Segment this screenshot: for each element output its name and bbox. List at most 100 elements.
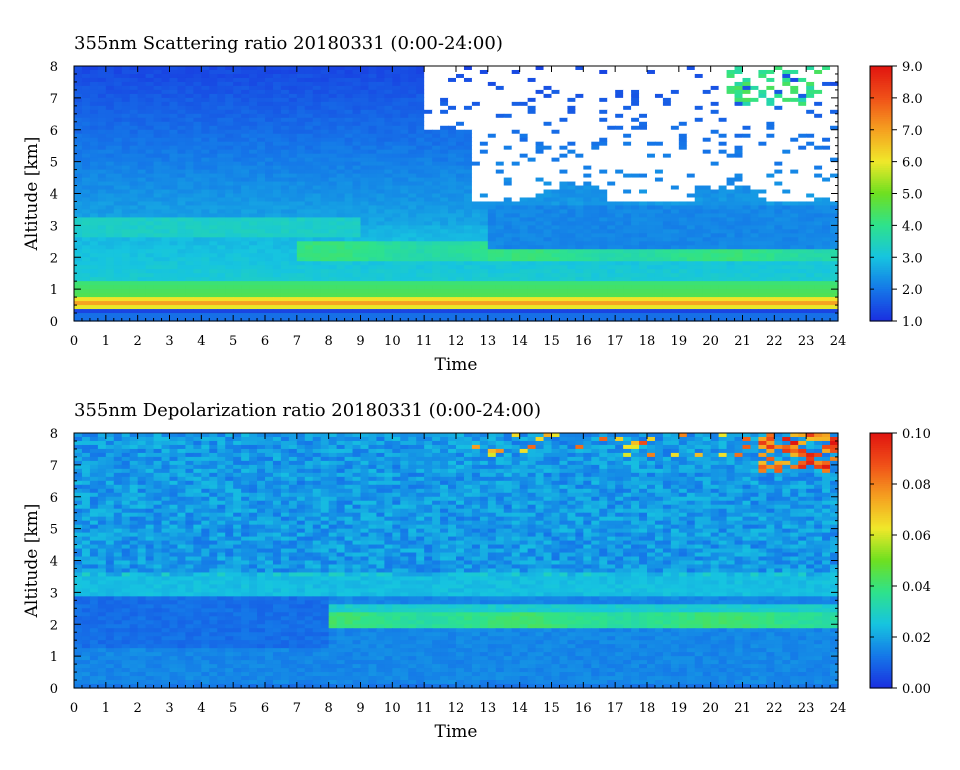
heatmap-cell: [272, 161, 282, 167]
heatmap-cell: [479, 201, 489, 207]
heatmap-cell: [225, 153, 234, 159]
heatmap-cell: [814, 145, 823, 151]
heatmap-cell: [328, 137, 338, 143]
heatmap-cell: [734, 133, 744, 139]
heatmap-cell: [105, 93, 115, 99]
heatmap-cell: [806, 109, 815, 115]
heatmap-cell: [694, 125, 704, 131]
heatmap-cell: [336, 177, 346, 183]
heatmap-cell: [288, 165, 298, 171]
heatmap-cell: [702, 189, 712, 195]
heatmap-cell: [280, 249, 290, 254]
heatmap-cell: [312, 245, 322, 250]
heatmap-cell: [193, 149, 202, 155]
heatmap-cell: [750, 125, 760, 131]
heatmap-cell: [567, 221, 576, 226]
heatmap-cell: [790, 177, 799, 183]
heatmap-cell: [519, 157, 529, 163]
heatmap-cell: [312, 81, 322, 87]
heatmap-cell: [225, 269, 234, 274]
heatmap-cell: [479, 73, 489, 79]
heatmap-cell: [129, 161, 139, 167]
heatmap-cell: [758, 69, 767, 75]
heatmap-cell: [487, 89, 497, 95]
heatmap-cell: [750, 213, 760, 218]
heatmap-cell: [81, 161, 91, 167]
heatmap-cell: [121, 229, 131, 234]
heatmap-cell: [177, 249, 187, 254]
heatmap-cell: [233, 69, 242, 75]
heatmap-cell: [479, 205, 489, 211]
heatmap-cell: [678, 201, 688, 207]
heatmap-cell: [416, 157, 425, 163]
heatmap-cell: [734, 185, 744, 191]
heatmap-cell: [559, 97, 569, 103]
heatmap-cell: [647, 117, 656, 123]
heatmap-cell: [519, 81, 529, 87]
heatmap-cell: [806, 73, 815, 79]
heatmap-cell: [257, 157, 266, 163]
heatmap-cell: [456, 121, 465, 127]
heatmap-cell: [830, 245, 839, 250]
heatmap-cell: [519, 101, 529, 107]
heatmap-cell: [89, 217, 99, 222]
heatmap-cell: [790, 193, 799, 199]
heatmap-cell: [654, 197, 664, 203]
heatmap-cell: [392, 185, 401, 191]
heatmap-cell: [806, 133, 815, 139]
heatmap-cell: [790, 249, 799, 254]
heatmap-cell: [376, 113, 385, 119]
heatmap-cell: [662, 261, 672, 266]
heatmap-cell: [647, 257, 656, 262]
heatmap-cell: [686, 193, 696, 199]
heatmap-cell: [527, 233, 537, 238]
heatmap-cell: [81, 133, 91, 139]
heatmap-cell: [615, 261, 624, 266]
heatmap-cell: [710, 253, 720, 258]
heatmap-cell: [265, 101, 274, 107]
heatmap-cell: [654, 193, 664, 199]
heatmap-cell: [328, 85, 338, 91]
heatmap-cell: [631, 233, 640, 238]
heatmap-cell: [217, 209, 226, 215]
heatmap-cell: [742, 109, 752, 115]
heatmap-cell: [456, 137, 465, 143]
heatmap-cell: [511, 265, 521, 270]
heatmap-cell: [647, 205, 656, 211]
heatmap-cell: [161, 117, 171, 123]
heatmap-cell: [463, 193, 473, 199]
heatmap-cell: [368, 93, 378, 99]
heatmap-cell: [670, 233, 680, 238]
heatmap-cell: [217, 105, 226, 111]
heatmap-cell: [320, 209, 330, 215]
heatmap-cell: [440, 89, 449, 95]
heatmap-cell: [575, 189, 584, 195]
heatmap-cell: [782, 121, 791, 127]
heatmap-cell: [519, 121, 529, 127]
heatmap-cell: [543, 69, 553, 75]
heatmap-cell: [376, 257, 385, 262]
heatmap-cell: [257, 257, 266, 262]
heatmap-cell: [710, 125, 720, 131]
heatmap-cell: [280, 165, 290, 171]
heatmap-cell: [280, 213, 290, 218]
heatmap-cell: [416, 125, 425, 131]
heatmap-cell: [376, 125, 385, 131]
heatmap-cell: [161, 177, 171, 183]
heatmap-cell: [559, 241, 569, 246]
heatmap-cell: [408, 137, 417, 143]
heatmap-cell: [384, 225, 393, 230]
heatmap-cell: [177, 197, 187, 203]
heatmap-cell: [599, 233, 608, 238]
heatmap-cell: [280, 137, 290, 143]
heatmap-cell: [97, 181, 107, 187]
heatmap-cell: [742, 217, 752, 222]
heatmap-cell: [495, 121, 505, 127]
heatmap-cell: [217, 81, 226, 87]
heatmap-cell: [89, 153, 99, 159]
heatmap-cell: [209, 153, 218, 159]
heatmap-cell: [647, 269, 656, 274]
heatmap-cell: [702, 169, 712, 175]
heatmap-cell: [487, 153, 497, 159]
heatmap-cell: [153, 121, 163, 127]
